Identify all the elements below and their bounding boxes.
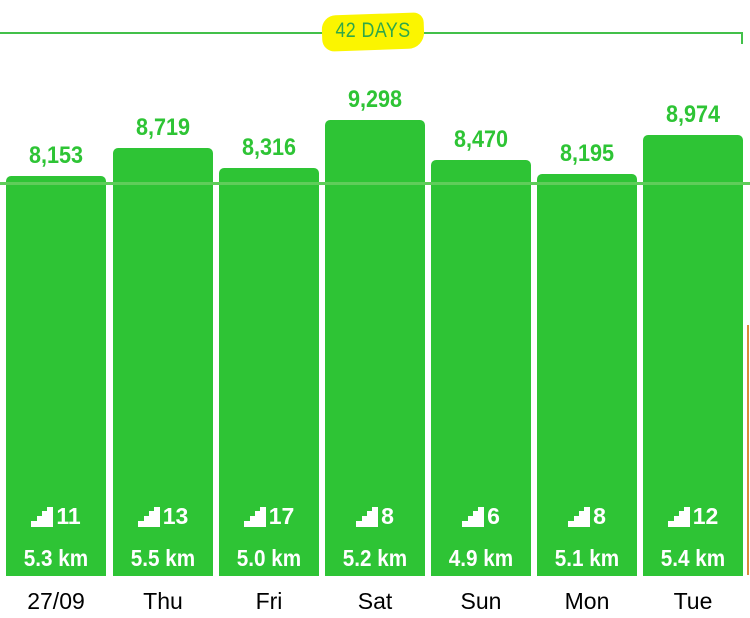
distance-value: 5.0 km — [236, 545, 302, 571]
day-bar[interactable] — [219, 168, 319, 576]
range-bracket-end — [741, 32, 743, 44]
day-label: Mon — [564, 588, 610, 614]
stairs-icon — [667, 506, 690, 527]
stairs-icon — [356, 506, 379, 527]
floors-value: 17 — [268, 503, 295, 529]
floors-value: 8 — [381, 503, 394, 529]
range-label: 42 DAYS — [335, 19, 411, 42]
goal-line — [0, 182, 750, 185]
day-label: 27/09 — [27, 588, 85, 614]
steps-value: 8,974 — [665, 101, 721, 128]
steps-value: 8,153 — [28, 142, 84, 169]
floors-count: 8 — [537, 503, 637, 530]
floors-value: 8 — [593, 503, 606, 529]
steps-value: 8,719 — [135, 114, 191, 141]
day-bar[interactable] — [643, 135, 743, 576]
day-label: Thu — [143, 588, 183, 614]
stairs-icon — [462, 506, 485, 527]
floors-value: 13 — [162, 503, 189, 529]
day-bar[interactable] — [113, 148, 213, 576]
floors-count: 8 — [325, 503, 425, 530]
floors-value: 12 — [692, 503, 719, 529]
floors-count: 6 — [431, 503, 531, 530]
floors-count: 11 — [6, 503, 106, 530]
stairs-icon — [31, 506, 54, 527]
distance-value: 5.1 km — [554, 545, 620, 571]
floors-count: 13 — [113, 503, 213, 530]
day-bar[interactable] — [6, 176, 106, 576]
next-period-marker — [747, 325, 749, 575]
steps-value: 8,316 — [241, 134, 297, 161]
stairs-icon — [137, 506, 160, 527]
day-label: Tue — [673, 588, 713, 614]
distance-value: 5.4 km — [660, 545, 726, 571]
steps-value: 8,195 — [559, 140, 615, 167]
distance-value: 4.9 km — [448, 545, 514, 571]
distance-value: 5.2 km — [342, 545, 408, 571]
distance-value: 5.5 km — [130, 545, 196, 571]
day-label: Fri — [255, 588, 283, 614]
distance-value: 5.3 km — [23, 545, 89, 571]
steps-value: 9,298 — [347, 86, 403, 113]
floors-value: 6 — [487, 503, 500, 529]
steps-value: 8,470 — [453, 126, 509, 153]
day-label: Sun — [460, 588, 502, 614]
floors-count: 17 — [219, 503, 319, 530]
day-bar[interactable] — [325, 120, 425, 576]
floors-count: 12 — [643, 503, 743, 530]
stairs-icon — [568, 506, 591, 527]
stairs-icon — [243, 506, 266, 527]
floors-value: 11 — [56, 503, 81, 529]
day-label: Sat — [357, 588, 393, 614]
